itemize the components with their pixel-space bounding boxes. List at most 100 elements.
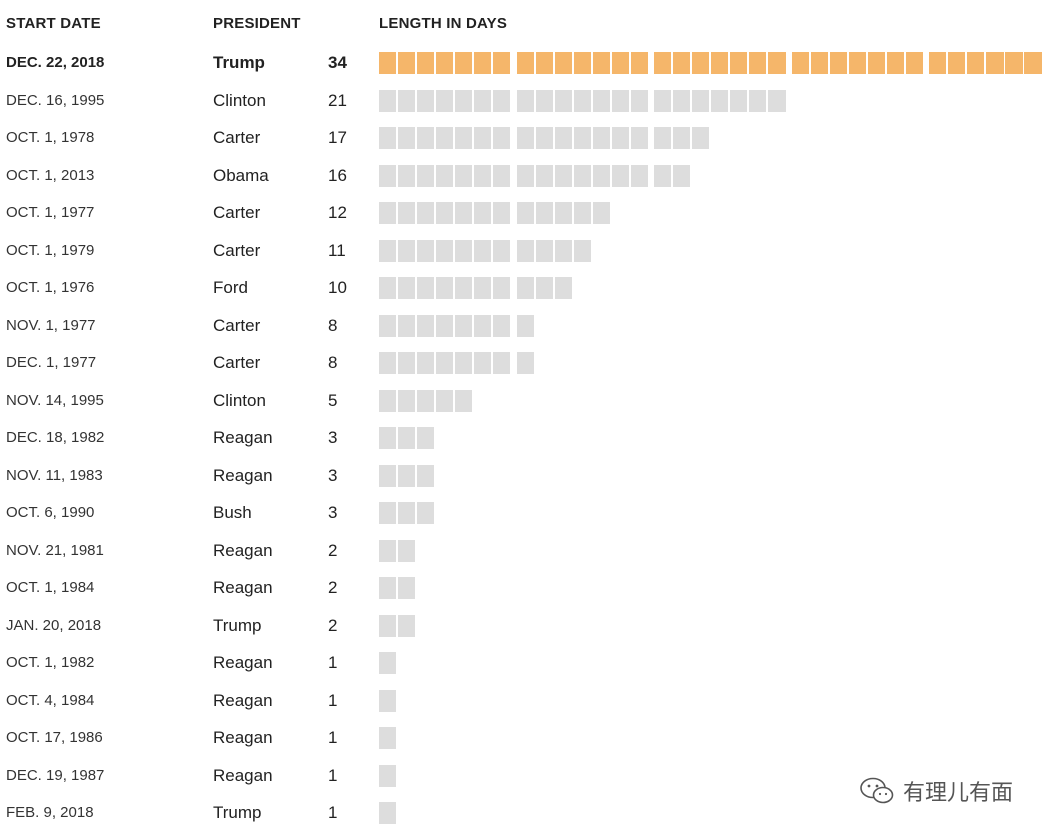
day-square: [379, 427, 397, 450]
day-square: [436, 314, 454, 337]
day-square: [516, 277, 534, 300]
start-date-label: OCT. 1, 2013: [6, 166, 95, 184]
day-square: [493, 164, 511, 187]
day-square: [749, 89, 767, 112]
day-square: [554, 127, 572, 149]
days-data-label: 2: [328, 578, 338, 598]
day-square: [886, 52, 905, 74]
table-row: DEC. 16, 1995 Clinton 21: [0, 89, 1047, 112]
day-square: [986, 52, 1004, 74]
table-row: OCT. 1, 2013 Obama 16: [0, 164, 1047, 187]
day-square: [611, 89, 629, 112]
day-square: [455, 52, 473, 74]
days-data-label: 8: [328, 315, 338, 335]
day-square: [436, 52, 454, 74]
header-start-date: START DATE: [6, 15, 101, 32]
days-data-label: 2: [328, 540, 338, 560]
start-date-label: DEC. 22, 2018: [6, 54, 105, 71]
days-data-label: 11: [328, 240, 346, 260]
days-data-label: 5: [328, 390, 338, 410]
day-square: [516, 314, 534, 337]
day-square: [673, 89, 691, 112]
day-square: [379, 802, 397, 825]
day-square: [554, 89, 572, 112]
day-square: [379, 727, 397, 750]
start-date-label: DEC. 1, 1977: [6, 354, 97, 372]
day-square: [417, 427, 435, 450]
table-row: DEC. 18, 1982 Reagan 3: [0, 427, 1047, 450]
day-square: [611, 52, 629, 74]
day-square: [398, 577, 416, 600]
day-square: [493, 127, 511, 149]
day-square: [493, 314, 511, 337]
day-square: [692, 127, 710, 149]
day-square: [654, 89, 672, 112]
day-square: [673, 52, 691, 74]
day-square: [379, 689, 397, 712]
day-square: [398, 52, 416, 74]
header-length-in-days: LENGTH IN DAYS: [379, 15, 508, 32]
day-square: [493, 352, 511, 375]
day-square: [379, 314, 397, 337]
president-label: Reagan: [213, 578, 273, 598]
day-square: [417, 277, 435, 300]
day-square: [436, 277, 454, 300]
day-square: [592, 52, 610, 74]
day-square: [436, 352, 454, 375]
day-square: [436, 202, 454, 225]
president-label: Carter: [213, 240, 261, 260]
days-data-label: 8: [328, 353, 338, 373]
president-label: Trump: [213, 53, 265, 72]
president-label: Carter: [213, 128, 261, 147]
day-square: [535, 164, 553, 187]
day-square: [768, 89, 786, 112]
day-square: [573, 202, 591, 225]
day-square: [379, 389, 397, 412]
table-row: DEC. 22, 2018 Trump 34: [0, 52, 1047, 74]
day-square: [573, 239, 591, 262]
day-square: [436, 239, 454, 262]
day-square: [417, 164, 435, 187]
day-square: [493, 202, 511, 225]
day-square: [592, 164, 610, 187]
day-square: [711, 52, 729, 74]
day-square: [379, 164, 397, 187]
day-square: [554, 239, 572, 262]
day-square: [630, 164, 648, 187]
day-square: [474, 89, 492, 112]
day-square: [554, 164, 572, 187]
day-square: [573, 52, 591, 74]
wechat-icon: [860, 777, 894, 804]
day-square: [436, 89, 454, 112]
day-square: [398, 464, 416, 487]
day-square: [535, 89, 553, 112]
table-row: OCT. 1, 1984 Reagan 2: [0, 577, 1047, 600]
day-square: [417, 127, 435, 149]
day-square: [417, 239, 435, 262]
header-president: PRESIDENT: [213, 15, 301, 32]
day-square: [848, 52, 866, 74]
day-square: [379, 277, 397, 300]
days-data-label: 1: [328, 690, 338, 710]
day-square: [493, 89, 511, 112]
day-square: [516, 89, 534, 112]
day-square: [906, 52, 924, 74]
day-square: [474, 52, 492, 74]
days-data-label: 2: [328, 615, 338, 635]
president-label: Reagan: [213, 653, 273, 673]
day-square: [730, 89, 748, 112]
start-date-label: OCT. 1, 1976: [6, 279, 95, 297]
day-square: [436, 127, 454, 149]
day-square: [436, 164, 454, 187]
president-label: Reagan: [213, 728, 273, 748]
day-square: [474, 277, 492, 300]
day-square: [554, 277, 572, 300]
day-square: [398, 539, 416, 562]
table-row: OCT. 1, 1982 Reagan 1: [0, 652, 1047, 675]
start-date-label: FEB. 9, 2018: [6, 804, 94, 822]
start-date-label: OCT. 1, 1978: [6, 129, 95, 146]
day-square: [592, 202, 610, 225]
day-square: [516, 164, 534, 187]
day-square: [535, 239, 553, 262]
president-label: Carter: [213, 203, 261, 223]
